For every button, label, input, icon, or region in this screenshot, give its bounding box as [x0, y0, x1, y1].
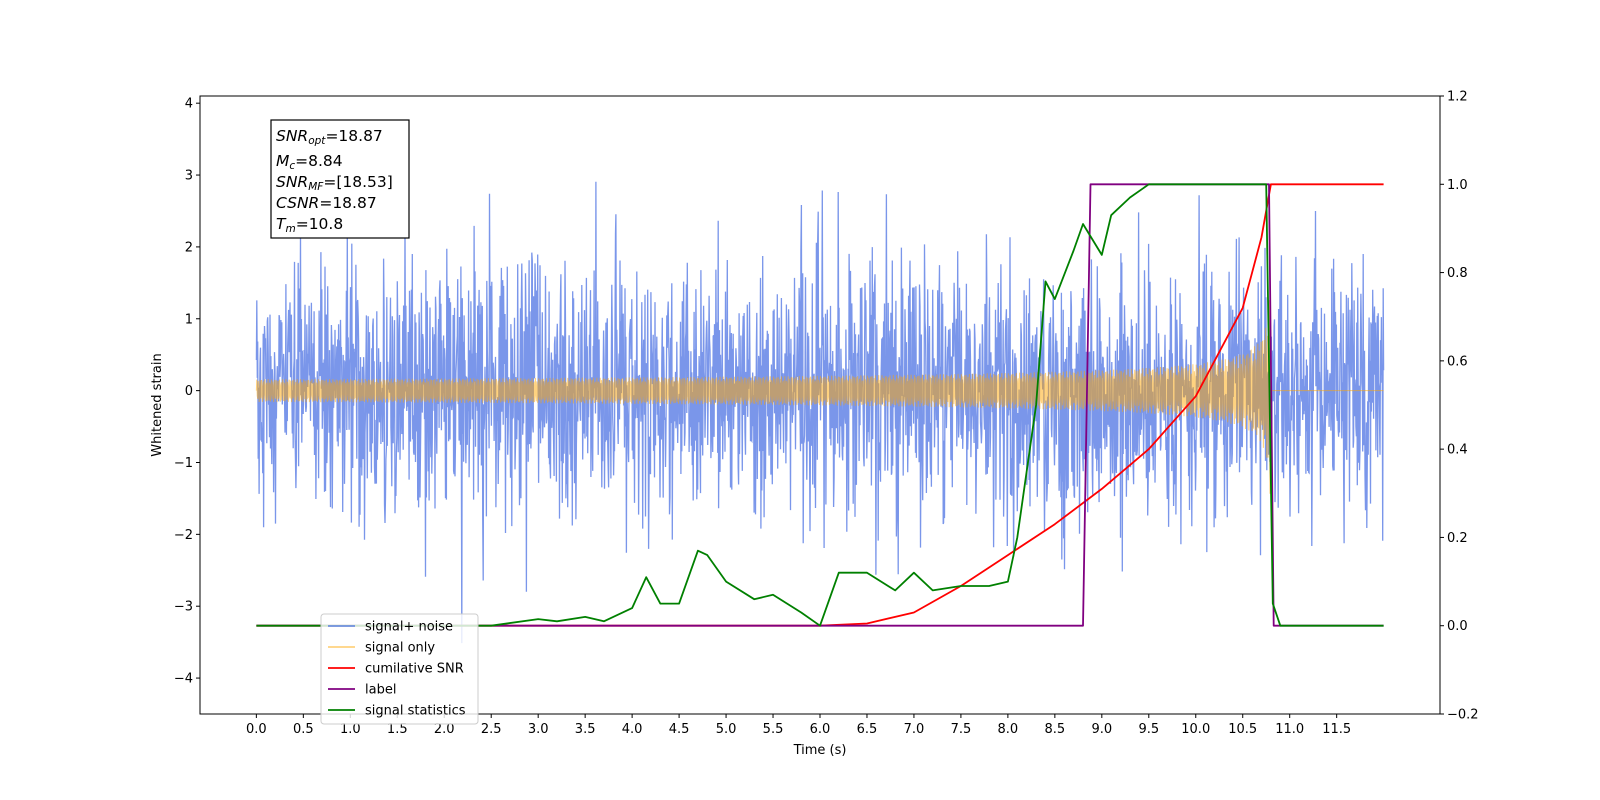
y-tick-label: 0	[185, 384, 193, 399]
y2-tick-label: 0.4	[1447, 443, 1468, 458]
legend-label-signal-statistics: signal statistics	[365, 704, 466, 719]
x-tick-label: 11.5	[1322, 722, 1351, 737]
legend-frame	[320, 613, 479, 725]
x-tick-label: 11.0	[1275, 722, 1304, 737]
y2-tick-label: 0.8	[1447, 266, 1468, 281]
info-csnr: CSNR=18.87	[276, 194, 377, 212]
y-tick-label: 3	[185, 169, 193, 184]
y-tick-label: −3	[174, 600, 193, 615]
y2-tick-label: −0.2	[1447, 708, 1479, 723]
x-tick-label: 5.5	[763, 722, 784, 737]
x-tick-label: 5.0	[716, 722, 737, 737]
y2-tick-label: 0.6	[1447, 354, 1468, 369]
legend-label-cumilative-snr: cumilative SNR	[365, 662, 464, 677]
x-tick-label: 6.5	[857, 722, 878, 737]
legend: signal+ noise signal only cumilative SNR la…	[320, 613, 479, 725]
x-tick-label: 2.5	[481, 722, 502, 737]
y2-tick-label: 1.0	[1447, 178, 1468, 193]
y-tick-label: −1	[174, 456, 193, 471]
x-tick-label: 4.0	[622, 722, 643, 737]
info-tm: Tm=10.8	[276, 215, 343, 235]
x-tick-label: 7.0	[904, 722, 925, 737]
y-tick-label: 2	[185, 240, 193, 255]
y-tick-label: 4	[185, 97, 193, 112]
info-snr-opt: SNRopt=18.87	[276, 127, 383, 147]
x-tick-label: 0.5	[293, 722, 314, 737]
x-tick-label: 3.0	[528, 722, 549, 737]
series-signal-statistics-line	[256, 183, 1384, 627]
x-tick-label: 9.0	[1091, 722, 1112, 737]
y2-tick-label: 0.0	[1447, 619, 1468, 634]
x-tick-label: 9.5	[1138, 722, 1159, 737]
series-signal-only-line	[255, 300, 1384, 494]
y-axis-left: 4 3 2 1 0 −1 −2 −3 −4	[174, 97, 200, 687]
x-axis: 0.0 0.5 1.0 1.5 2.0 2.5 3.0 3.5 4.0 4.5 5.0 5.5 6.0 6…	[246, 714, 1351, 737]
x-axis-label: Time (s)	[793, 743, 847, 758]
info-box-frame	[270, 119, 410, 239]
y-axis-right: 1.2 1.0 0.8 0.6 0.4 0.2 0.0 −0.2	[1440, 90, 1479, 723]
info-box: SNRopt=18.87 Mc=8.84 SNRMF=[18.53] CSNR=…	[270, 119, 410, 239]
x-tick-label: 0.0	[246, 722, 267, 737]
y-tick-label: −2	[174, 528, 193, 543]
y-tick-label: −4	[174, 672, 193, 687]
y2-tick-label: 1.2	[1447, 90, 1468, 105]
series-cumilative-snr-line	[256, 183, 1384, 627]
x-tick-label: 3.5	[575, 722, 596, 737]
x-tick-label: 7.5	[951, 722, 972, 737]
series-layer	[255, 181, 1385, 644]
y-tick-label: 1	[185, 312, 193, 327]
legend-label-signal-only: signal only	[365, 641, 435, 656]
x-tick-label: 2.0	[434, 722, 455, 737]
x-tick-label: 6.0	[810, 722, 831, 737]
x-tick-label: 10.5	[1228, 722, 1257, 737]
x-tick-label: 1.5	[387, 722, 408, 737]
y-axis-label: Whitened strain	[150, 353, 165, 456]
x-tick-label: 4.5	[669, 722, 690, 737]
x-tick-label: 8.5	[1045, 722, 1066, 737]
x-tick-label: 10.0	[1181, 722, 1210, 737]
info-mc: Mc=8.84	[276, 152, 343, 172]
info-snr-mf: SNRMF=[18.53]	[276, 173, 393, 193]
legend-label-signal-noise: signal+ noise	[365, 620, 453, 635]
legend-label-label: label	[365, 683, 396, 698]
x-tick-label: 1.0	[340, 722, 361, 737]
y2-tick-label: 0.2	[1447, 531, 1468, 546]
x-tick-label: 8.0	[998, 722, 1019, 737]
